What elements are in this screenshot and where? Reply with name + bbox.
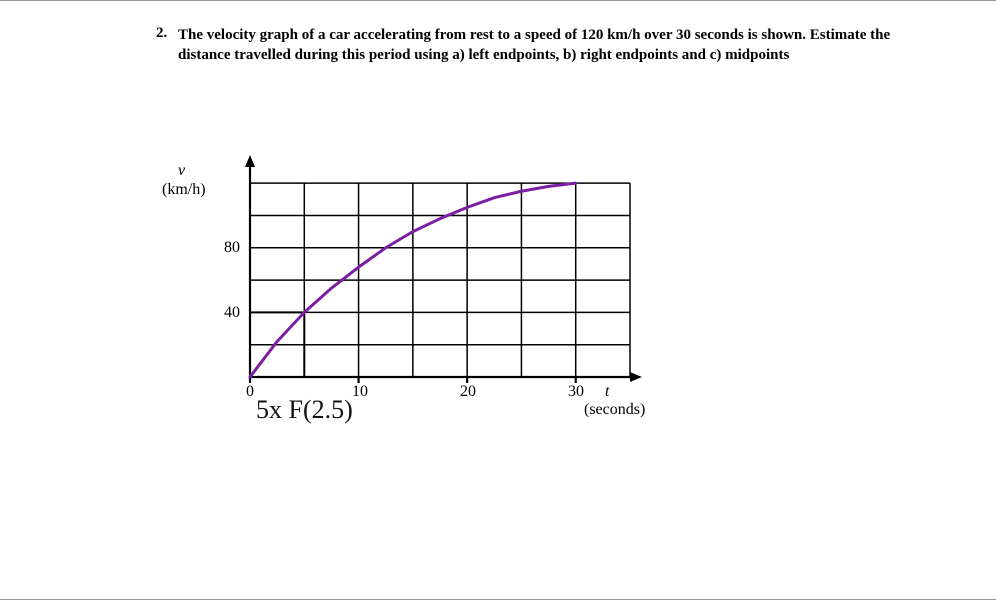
y-tick-40: 40 [200,304,240,322]
question-number: 2. [156,25,167,42]
question-block: 2. The velocity graph of a car accelerat… [178,25,898,66]
x-tick-20: 20 [448,383,488,401]
question-text: The velocity graph of a car accelerating… [178,25,898,66]
y-axis-unit: (km/h) [162,181,206,199]
handwritten-annotation: 5x F(2.5) [256,395,353,425]
velocity-graph: v (km/h) 80 40 0 10 20 30 t (seconds) 5x… [200,147,660,447]
y-axis-var: v [178,162,185,179]
y-tick-80: 80 [200,239,240,257]
document-page: 2. The velocity graph of a car accelerat… [0,0,996,600]
chart-svg [200,147,660,407]
x-axis-var: t [605,383,609,401]
x-tick-30: 30 [556,383,596,401]
y-axis-label: v [178,162,185,180]
x-axis-unit: (seconds) [584,401,645,419]
